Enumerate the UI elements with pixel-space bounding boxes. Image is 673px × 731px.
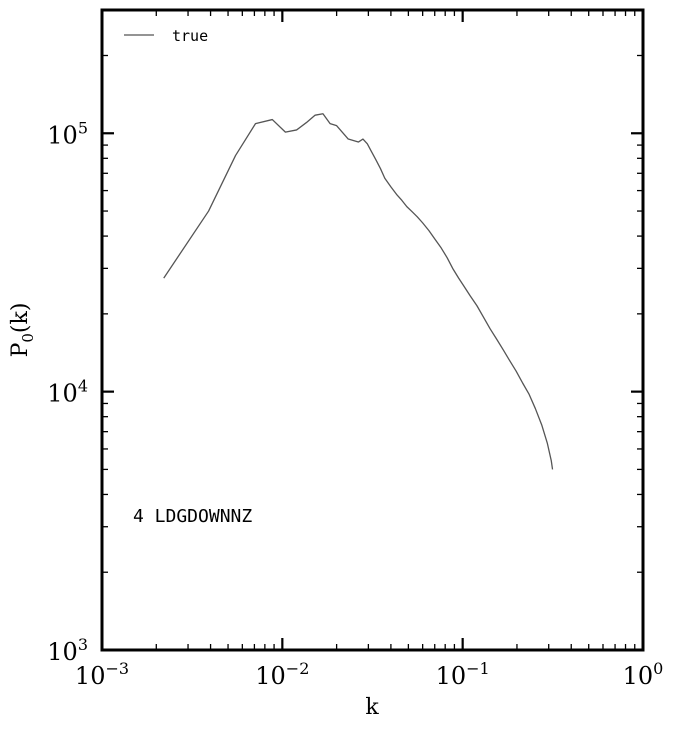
series-line-true [163, 113, 554, 470]
y-tick-label: 105 [47, 118, 88, 149]
y-axis-label-rest: (k) [8, 303, 33, 334]
major-ticks [100, 10, 645, 652]
plot-frame [100, 8, 645, 652]
minor-ticks [102, 10, 643, 650]
tick-labels: 10−3 10−2 10−1 100 103 104 105 [47, 118, 663, 690]
x-axis-label: k [365, 695, 379, 720]
x-tick-label: 10−1 [436, 659, 490, 690]
legend: true [124, 27, 208, 45]
y-axis-label: P0(k) [8, 303, 37, 358]
x-tick-label: 100 [623, 659, 664, 690]
x-tick-label: 10−3 [75, 659, 129, 690]
svg-text:P0(k): P0(k) [8, 303, 37, 358]
y-axis-label-sub: 0 [19, 333, 37, 343]
chart-annotation: 4 LDGDOWNNZ [133, 506, 252, 527]
y-tick-label: 104 [47, 377, 88, 408]
y-axis-label-main: P [8, 342, 33, 357]
series-layer [163, 113, 554, 470]
legend-label-true: true [172, 27, 208, 45]
y-tick-label: 103 [47, 635, 88, 666]
x-tick-label: 10−2 [255, 659, 309, 690]
